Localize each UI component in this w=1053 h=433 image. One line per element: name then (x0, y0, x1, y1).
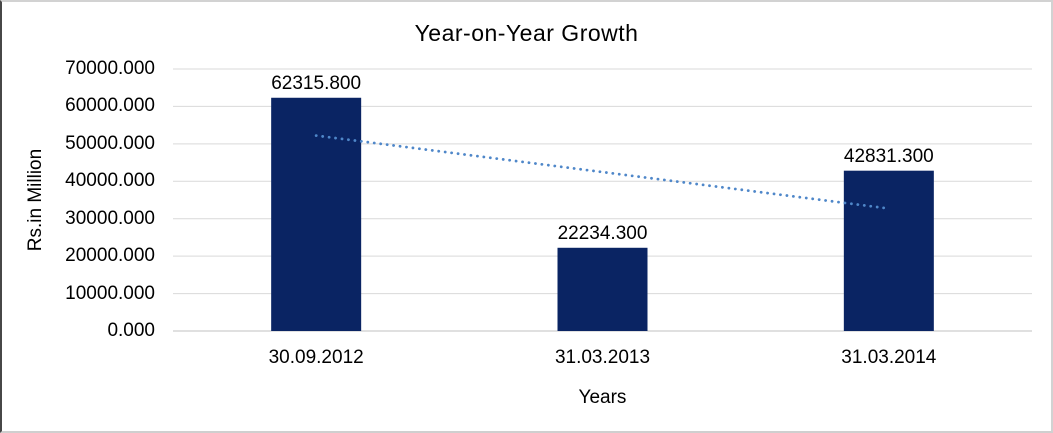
bar-31.03.2014 (843, 170, 934, 331)
x-tick-label: 31.03.2013 (554, 347, 651, 368)
bar-value-label: 42831.300 (843, 145, 934, 167)
x-tick-label: 30.09.2012 (268, 347, 364, 368)
y-tick-label: 50000.000 (65, 132, 155, 154)
bar-31.03.2013 (557, 247, 648, 331)
y-tick-label: 0.000 (107, 320, 155, 341)
y-tick-label: 60000.000 (65, 95, 155, 117)
chart-title: Year-on-Year Growth (414, 20, 639, 46)
y-tick-label: 70000.000 (65, 58, 155, 79)
y-tick-label: 20000.000 (65, 245, 155, 267)
bar-value-label: 22234.300 (557, 222, 648, 244)
bar-30.09.2012 (271, 97, 362, 331)
y-tick-label: 30000.000 (65, 207, 155, 229)
y-tick-label: 40000.000 (65, 170, 155, 192)
trendline (314, 134, 891, 210)
bar-value-label: 62315.800 (271, 72, 362, 94)
y-tick-label: 10000.000 (65, 282, 155, 304)
x-axis-title: Years (578, 387, 627, 408)
x-tick-label: 31.03.2014 (841, 347, 937, 368)
